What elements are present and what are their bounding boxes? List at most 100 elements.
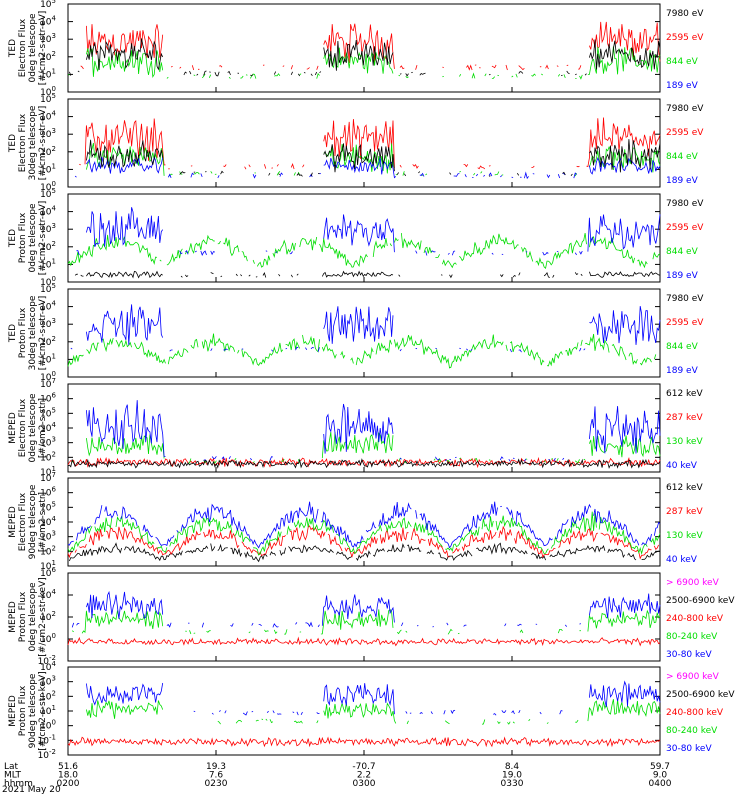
y-axis-label: [#/cm2-s-str-eV] — [38, 201, 48, 276]
series-red — [80, 21, 661, 71]
series-blue — [67, 501, 661, 549]
x-tick-label: 59.7 — [650, 762, 670, 772]
legend-entry: 2595 eV — [666, 33, 704, 43]
y-axis-label: 30deg telescope — [28, 295, 38, 370]
y-axis-label: MEPED — [8, 695, 18, 727]
legend-entry: 80-240 keV — [666, 726, 718, 736]
y-axis-label: [#/cm2-s-str-eV] — [38, 296, 48, 371]
panel-frame — [67, 193, 661, 283]
y-axis-label: 0deg telescope — [28, 393, 38, 463]
date-label: 2021 May 20 — [2, 785, 61, 795]
series-red — [67, 456, 661, 469]
y-axis-label: [#/cm2-s-str] — [38, 398, 48, 458]
y-axis-label: Proton Flux — [18, 307, 28, 358]
y-axis-label: [#/cm2-s-str] — [38, 492, 48, 552]
series-red — [79, 117, 661, 170]
series-red — [67, 636, 661, 647]
series-black — [86, 139, 661, 177]
y-axis-label: [#/cm2-s-str-keV] — [38, 577, 48, 656]
legend-entry: 30-80 keV — [666, 744, 712, 754]
legend-entry: 40 keV — [666, 555, 698, 565]
y-axis-label: [#/cm2-s-str-eV] — [38, 11, 48, 86]
legend-entry: 130 keV — [666, 531, 703, 541]
legend-entry: 2595 eV — [666, 128, 704, 138]
legend-entry: 2595 eV — [666, 223, 704, 233]
y-axis-label: TED — [8, 324, 18, 343]
y-axis-label: Electron Flux — [18, 398, 28, 457]
series-green — [71, 608, 661, 635]
y-axis-label: Proton Flux — [18, 591, 28, 642]
series-blue — [76, 207, 661, 256]
y-axis-label: TED — [8, 39, 18, 58]
legend-entry: 2500-6900 keV — [666, 596, 735, 606]
footer-row-label: MLT — [4, 771, 22, 781]
panel-frame — [67, 3, 661, 93]
legend-entry: 7980 eV — [666, 104, 704, 114]
x-tick-label: 2.2 — [357, 771, 371, 781]
series-green — [67, 511, 661, 556]
y-axis-label: TED — [8, 229, 18, 248]
legend-entry: 80-240 keV — [666, 632, 718, 642]
y-axis-label: 0deg telescope — [28, 582, 38, 652]
y-axis-label: MEPED — [8, 506, 18, 538]
y-axis-label: [#/cm2-s-str-keV] — [38, 671, 48, 750]
series-green — [86, 699, 661, 725]
y-tick-label: 105 — [40, 0, 56, 10]
y-axis-label: Electron Flux — [18, 492, 28, 551]
legend-entry: 2595 eV — [666, 318, 704, 328]
x-tick-label: 19.0 — [502, 771, 522, 781]
panel-frame — [67, 477, 661, 567]
series-blue — [86, 680, 661, 716]
y-axis-label: MEPED — [8, 412, 18, 444]
x-tick-label: 0230 — [205, 779, 228, 789]
footer-row-label: Lat — [4, 762, 19, 772]
y-axis-label: 0deg telescope — [28, 13, 38, 83]
series-black — [69, 542, 661, 563]
series-black — [74, 270, 661, 279]
y-axis-label: 30deg telescope — [28, 105, 38, 180]
legend-entry: 189 eV — [666, 176, 699, 186]
x-tick-label: 9.0 — [653, 771, 668, 781]
legend-entry: 189 eV — [666, 81, 699, 91]
legend-entry: 844 eV — [666, 57, 699, 67]
x-tick-label: 0330 — [501, 779, 524, 789]
legend-entry: 7980 eV — [666, 9, 704, 19]
legend-entry: 2500-6900 keV — [666, 690, 735, 700]
legend-entry: 30-80 keV — [666, 650, 712, 660]
legend-entry: 287 keV — [666, 507, 703, 517]
legend-entry: 240-800 keV — [666, 708, 724, 718]
legend-entry: 189 eV — [666, 271, 699, 281]
x-tick-label: 7.6 — [209, 771, 224, 781]
legend-entry: 612 keV — [666, 389, 703, 399]
legend-entry: 844 eV — [666, 247, 699, 257]
x-tick-label: -70.7 — [352, 762, 375, 772]
legend-entry: 7980 eV — [666, 294, 704, 304]
series-black — [69, 38, 661, 77]
y-axis-label: Electron Flux — [18, 18, 28, 77]
x-tick-label: 0400 — [649, 779, 672, 789]
y-axis-label: 90deg telescope — [28, 673, 38, 748]
x-tick-label: 18.0 — [58, 771, 78, 781]
series-blue — [86, 400, 661, 462]
series-red — [67, 736, 661, 748]
legend-entry: 130 keV — [666, 437, 703, 447]
legend-entry: 7980 eV — [666, 199, 704, 209]
legend-entry: 844 eV — [666, 342, 699, 352]
series-blue — [71, 590, 661, 628]
x-tick-label: 0300 — [353, 779, 376, 789]
y-axis-label: MEPED — [8, 601, 18, 633]
series-blue — [70, 304, 661, 353]
series-green — [67, 233, 661, 269]
y-axis-label: TED — [8, 134, 18, 153]
y-axis-label: 90deg telescope — [28, 484, 38, 559]
y-axis-label: Proton Flux — [18, 212, 28, 263]
legend-entry: 287 keV — [666, 413, 703, 423]
